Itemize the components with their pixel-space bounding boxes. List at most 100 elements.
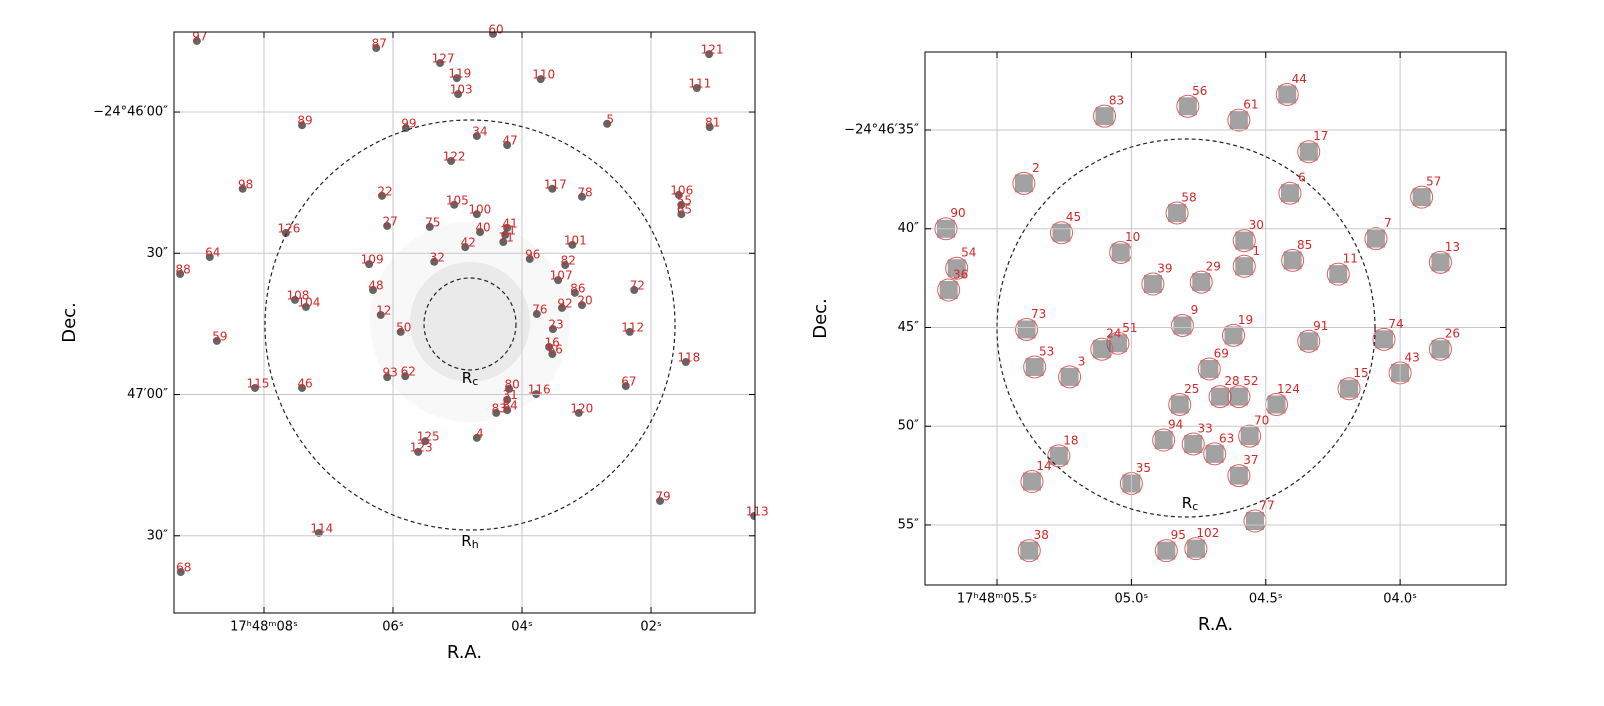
y-tick-label: 55″ — [898, 517, 920, 532]
star-marker — [625, 327, 634, 336]
star-marker — [503, 395, 512, 404]
star-marker — [1372, 327, 1396, 351]
star-label: 125 — [417, 430, 440, 444]
star-marker — [570, 288, 579, 297]
star-label: 27 — [383, 214, 398, 228]
star-label: 50 — [396, 320, 411, 334]
star-marker — [561, 261, 570, 270]
star-label: 92 — [557, 296, 572, 310]
star-label: 5 — [606, 112, 614, 126]
star-label: 52 — [1243, 374, 1258, 388]
x-tick-label: 04.5ˢ — [1249, 592, 1283, 607]
star-marker — [1428, 337, 1452, 361]
x-tick-label: 04.0ˢ — [1383, 592, 1417, 607]
star-marker — [476, 228, 485, 237]
star-blob — [1184, 434, 1203, 453]
star-marker — [750, 512, 755, 521]
star-blob — [1200, 359, 1219, 378]
star-label: 31 — [503, 388, 518, 402]
y-tick-label: 30″ — [147, 528, 169, 543]
star-blob — [1235, 257, 1254, 276]
star-label: 9 — [1191, 303, 1199, 317]
star-label: 65 — [677, 203, 692, 217]
star-marker — [554, 276, 563, 285]
star-marker — [372, 44, 381, 53]
star-label: 106 — [670, 183, 693, 197]
star-marker — [1364, 227, 1388, 251]
star-blob — [1143, 275, 1162, 294]
star-marker — [298, 121, 307, 130]
star-label: 20 — [577, 294, 592, 308]
star-label: 33 — [1198, 421, 1213, 435]
star-marker — [1015, 317, 1039, 341]
star-label: 82 — [561, 254, 576, 268]
star-label: 51 — [1122, 321, 1137, 335]
panel: 17ʰ48ᵐ05.5ˢ 05.0ˢ 04.5ˢ 04.0ˢ −24°46′35″ 40″ 4… — [810, 51, 1507, 635]
star-label: 102 — [1196, 526, 1219, 540]
star-label: 69 — [1214, 346, 1229, 360]
star-blob — [947, 259, 966, 278]
star-label: 123 — [410, 440, 433, 454]
star-marker — [937, 278, 961, 302]
star-label: 77 — [1259, 499, 1274, 513]
star-label: 76 — [532, 303, 547, 317]
star-blob — [1020, 541, 1039, 560]
annotation-base: R — [461, 532, 471, 550]
star-label: 89 — [297, 114, 312, 128]
star-label: 40 — [475, 221, 490, 235]
star-marker — [376, 310, 385, 319]
star-blob — [1211, 387, 1230, 406]
halo-glow — [370, 222, 570, 422]
star-marker — [1168, 393, 1192, 417]
star-marker — [1281, 248, 1305, 272]
radius-ring — [423, 277, 517, 371]
star-marker — [425, 222, 434, 231]
star-blob — [1108, 334, 1127, 353]
star-label: 70 — [1254, 414, 1269, 428]
star-marker — [536, 75, 545, 84]
star-blob — [1178, 97, 1197, 116]
star-marker — [1154, 539, 1178, 563]
y-tick-label: 47′00″ — [127, 387, 168, 402]
star-label: 46 — [297, 376, 312, 390]
star-label: 39 — [1157, 262, 1172, 276]
star-marker — [1227, 385, 1251, 409]
x-axis-label: R.A. — [1198, 614, 1233, 635]
star-marker — [577, 192, 586, 201]
star-blob — [1022, 472, 1041, 491]
star-blob — [1060, 367, 1079, 386]
star-marker — [1017, 539, 1041, 563]
star-marker — [450, 200, 459, 209]
star-label: 91 — [1313, 319, 1328, 333]
star-marker — [1337, 377, 1361, 401]
x-tick-label: 05.0ˢ — [1114, 592, 1148, 607]
star-marker — [472, 210, 481, 219]
star-label: 113 — [746, 505, 769, 519]
star-label: 35 — [1136, 461, 1151, 475]
x-axis-label: R.A. — [447, 642, 482, 663]
star-marker — [452, 74, 461, 83]
star-marker — [548, 350, 557, 359]
star-label: 98 — [238, 177, 253, 191]
star-marker — [414, 447, 423, 456]
star-marker — [681, 358, 690, 367]
star-marker — [365, 260, 374, 269]
star-label: 11 — [1343, 252, 1358, 266]
star-label: 22 — [377, 184, 392, 198]
star-blob — [1154, 431, 1173, 450]
star-label: 73 — [1031, 307, 1046, 321]
star-blob — [1283, 251, 1302, 270]
annotation: Rc — [462, 369, 479, 389]
star-label: 85 — [1297, 238, 1312, 252]
star-marker — [1184, 537, 1208, 561]
star-label: 84 — [503, 399, 518, 413]
x-tick-label: 06ˢ — [382, 620, 404, 635]
star-marker — [557, 303, 566, 312]
star-marker — [396, 327, 405, 336]
star-label: 95 — [1171, 528, 1186, 542]
star-blob — [1278, 85, 1297, 104]
star-label: 71 — [499, 230, 514, 244]
star-label: 68 — [176, 561, 191, 575]
star-label: 36 — [953, 267, 968, 281]
